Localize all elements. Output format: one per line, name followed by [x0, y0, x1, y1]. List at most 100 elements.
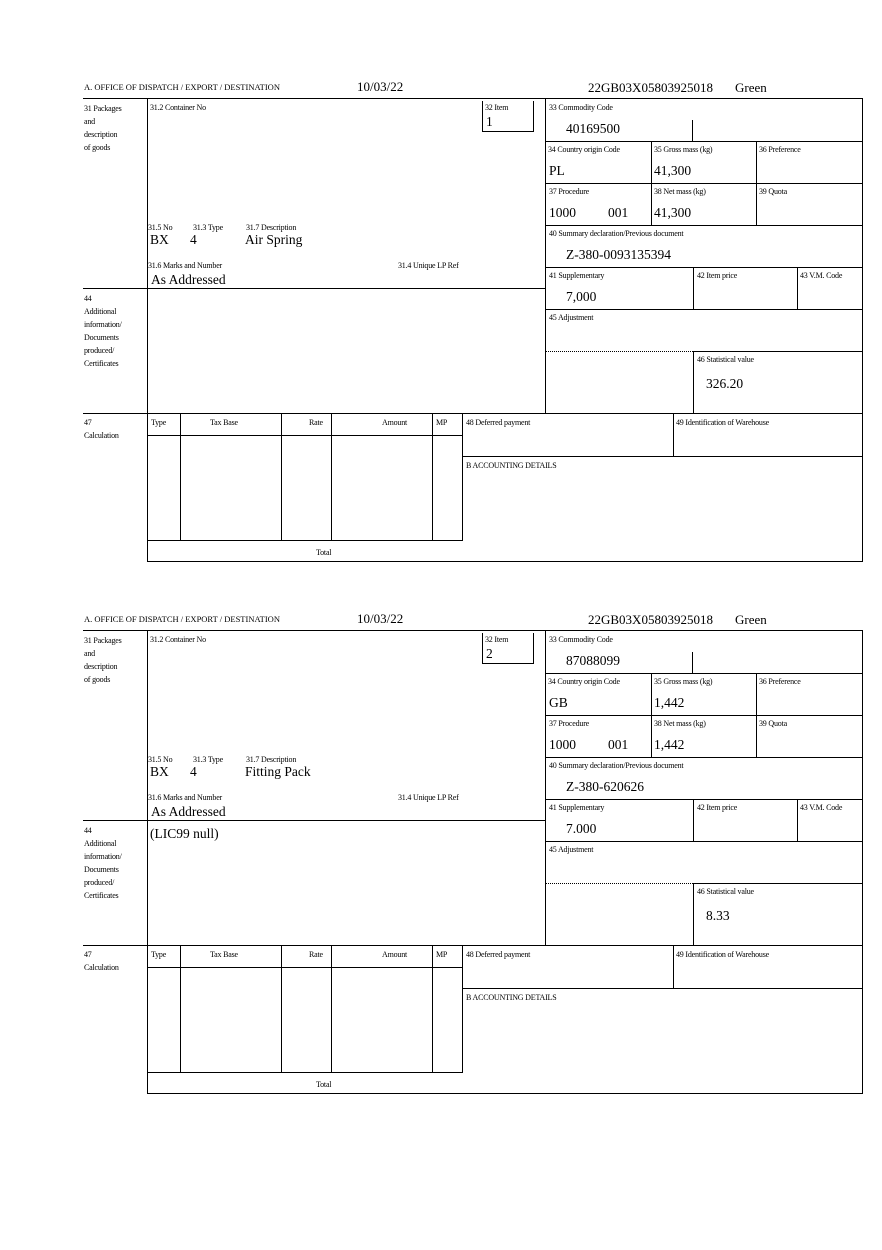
rule: [462, 413, 463, 540]
rule: [545, 841, 863, 842]
rule: [692, 652, 693, 673]
rule: [545, 799, 863, 800]
net-mass-value: 41,300: [654, 205, 692, 220]
rule: [482, 633, 483, 664]
reference-number: 22GB03X05803925018: [588, 80, 713, 95]
rule: [693, 351, 694, 413]
rule: [545, 267, 863, 268]
rule: [673, 945, 674, 988]
marks-value: As Addressed: [151, 272, 226, 287]
rule: [693, 351, 863, 352]
date: 10/03/22: [357, 611, 404, 626]
rule: [545, 757, 863, 758]
warehouse-label: 49 Identification of Warehouse: [676, 950, 769, 959]
packages-label: 31 Packages: [84, 636, 122, 645]
rule: [83, 630, 862, 631]
statistical-value-label: 46 Statistical value: [697, 355, 754, 364]
statistical-value-value: 8.33: [706, 908, 730, 923]
unique-lp-ref-label: 31.4 Unique LP Ref: [398, 793, 459, 802]
supplementary-label: 41 Supplementary: [549, 803, 605, 812]
net-mass-label: 38 Net mass (kg): [654, 719, 706, 728]
accounting-details-label: B ACCOUNTING DETAILS: [466, 461, 557, 470]
additional-info-label: Additional: [84, 839, 117, 848]
vm-code-label: 43 V.M. Code: [800, 803, 843, 812]
calc-tax-base-header: Tax Base: [210, 950, 238, 959]
rule: [147, 630, 148, 1093]
rule: [147, 540, 463, 541]
declaration-item-form-1: A. OFFICE OF DISPATCH / EXPORT / DESTINA…: [0, 78, 882, 578]
rule: [482, 101, 483, 132]
marks-label: 31.6 Marks and Number: [148, 793, 223, 802]
marks-value: As Addressed: [151, 804, 226, 819]
additional-info-label: information/: [84, 320, 122, 329]
rule: [693, 883, 863, 884]
dotted-rule: [545, 883, 546, 945]
vm-code-label: 43 V.M. Code: [800, 271, 843, 280]
rule: [180, 413, 181, 540]
procedure-extra-value: 001: [608, 205, 629, 220]
item-value: 1: [486, 114, 493, 129]
item-label: 32 Item: [485, 635, 509, 644]
type-value: 4: [190, 232, 197, 247]
deferred-payment-label: 48 Deferred payment: [466, 950, 531, 959]
rule: [545, 183, 863, 184]
total-label: Total: [316, 1080, 332, 1089]
statistical-value-label: 46 Statistical value: [697, 887, 754, 896]
container-no-label: 31.2 Container No: [150, 635, 206, 644]
procedure-label: 37 Procedure: [549, 719, 590, 728]
preference-label: 36 Preference: [759, 677, 801, 686]
procedure-value: 1000: [549, 737, 576, 752]
rule: [545, 715, 863, 716]
country-origin-value: GB: [549, 695, 568, 710]
total-label: Total: [316, 548, 332, 557]
rule: [147, 561, 863, 562]
rule: [147, 1072, 463, 1073]
calc-rate-header: Rate: [309, 418, 323, 427]
calc-mp-header: MP: [436, 950, 448, 959]
rule: [545, 309, 863, 310]
item-value: 2: [486, 646, 493, 661]
procedure-label: 37 Procedure: [549, 187, 590, 196]
rule: [83, 820, 546, 821]
packages-label: description: [84, 662, 118, 671]
rule: [462, 456, 863, 457]
net-mass-value: 1,442: [654, 737, 685, 752]
rule: [180, 945, 181, 1072]
rule: [147, 967, 463, 968]
declaration-item-form-2: A. OFFICE OF DISPATCH / EXPORT / DESTINA…: [0, 610, 882, 1110]
item-price-label: 42 Item price: [697, 271, 738, 280]
rule: [281, 945, 282, 1072]
description-label: 31.7 Description: [246, 223, 297, 232]
commodity-code-value: 87088099: [566, 653, 620, 668]
no-value: BX: [150, 232, 169, 247]
additional-info-value: (LIC99 null): [150, 826, 219, 841]
rule: [797, 799, 798, 841]
additional-info-label: 44: [84, 826, 92, 835]
rule: [862, 98, 863, 561]
gross-mass-label: 35 Gross mass (kg): [654, 145, 713, 154]
commodity-code-value: 40169500: [566, 121, 620, 136]
gross-mass-value: 1,442: [654, 695, 685, 710]
summary-declaration-label: 40 Summary declaration/Previous document: [549, 761, 684, 770]
unique-lp-ref-label: 31.4 Unique LP Ref: [398, 261, 459, 270]
rule: [673, 413, 674, 456]
calc-tax-base-header: Tax Base: [210, 418, 238, 427]
additional-info-label: produced/: [84, 878, 115, 887]
net-mass-label: 38 Net mass (kg): [654, 187, 706, 196]
additional-info-label: produced/: [84, 346, 115, 355]
calc-type-header: Type: [151, 950, 167, 959]
rule: [533, 101, 534, 132]
additional-info-label: 44: [84, 294, 92, 303]
rule: [83, 288, 546, 289]
type-label: 31.3 Type: [193, 755, 223, 764]
calc-amount-header: Amount: [382, 418, 408, 427]
rule: [331, 413, 332, 540]
rule: [545, 98, 546, 413]
rule: [545, 630, 546, 945]
additional-info-label: Additional: [84, 307, 117, 316]
dotted-rule: [545, 351, 693, 352]
no-value: BX: [150, 764, 169, 779]
container-no-label: 31.2 Container No: [150, 103, 206, 112]
calculation-label: 47: [84, 950, 92, 959]
deferred-payment-label: 48 Deferred payment: [466, 418, 531, 427]
